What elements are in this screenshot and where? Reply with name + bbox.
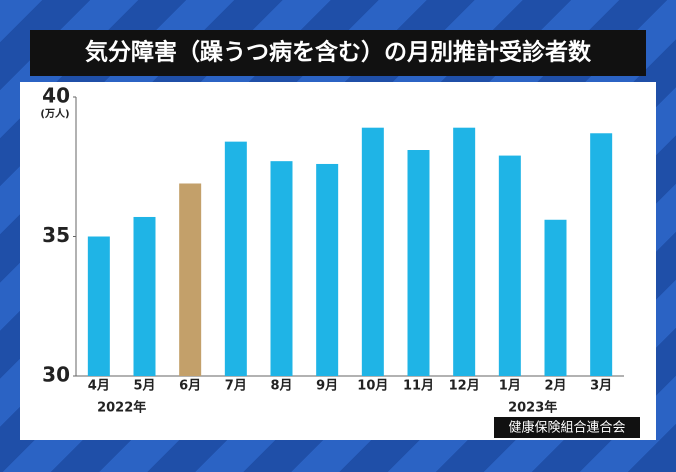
bar	[270, 161, 293, 376]
y-axis-label: (万人)	[40, 107, 69, 120]
bar	[179, 183, 202, 376]
x-tick-label: 3月	[590, 379, 612, 394]
x-tick-label: 12月	[449, 379, 480, 394]
x-tick-label: 9月	[316, 379, 338, 394]
chart-title: 気分障害（躁うつ病を含む）の月別推計受診者数	[85, 39, 592, 66]
x-tick-label: 7月	[225, 379, 247, 394]
x-tick-label: 8月	[270, 379, 292, 394]
x-tick-label: 1月	[499, 379, 521, 394]
x-tick-label: 2月	[544, 379, 566, 394]
bar	[224, 141, 247, 376]
x-tick-label: 5月	[133, 379, 155, 394]
bar	[498, 155, 521, 376]
bar	[316, 163, 339, 376]
bar	[361, 127, 384, 376]
bar	[590, 133, 613, 376]
year-label: 2022年	[97, 400, 146, 416]
year-label: 2023年	[508, 400, 557, 416]
x-tick-label: 6月	[179, 379, 201, 394]
source: 健康保険組合連合会	[508, 420, 625, 436]
bar	[544, 219, 567, 376]
bar	[407, 150, 430, 376]
title-banner	[30, 30, 646, 76]
y-tick-label: 40	[42, 84, 70, 108]
x-tick-label: 10月	[357, 379, 388, 394]
y-tick-label: 35	[42, 223, 70, 247]
bar	[133, 216, 156, 376]
source-box	[494, 417, 640, 438]
x-tick-label: 4月	[88, 379, 110, 394]
bar	[453, 127, 476, 376]
y-tick-label: 30	[42, 363, 70, 387]
x-tick-label: 11月	[403, 379, 434, 394]
bar	[87, 236, 110, 376]
